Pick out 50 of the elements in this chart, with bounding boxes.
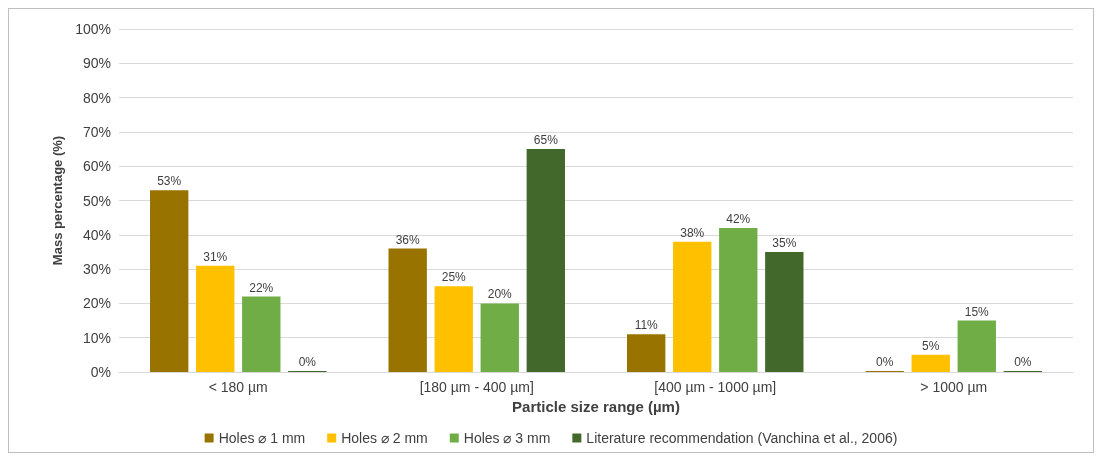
bar [673,241,712,372]
data-label: 36% [395,232,421,247]
data-label: 31% [203,249,228,264]
x-tick-label: > 1000 µm [920,379,988,395]
data-label: 42% [726,211,751,226]
y-tick-label: 30% [82,261,111,278]
data-label: 38% [680,225,705,240]
data-label: 53% [157,174,182,189]
bar [719,227,758,372]
data-label: 5% [922,338,940,353]
y-tick-label: 60% [82,158,111,175]
bar [911,354,950,372]
x-tick-label: < 180 µm [208,379,268,395]
x-tick-label: [180 µm - 400 µm] [419,379,534,395]
data-label: 25% [441,270,467,285]
data-label: 0% [876,355,894,369]
legend-label: Holes ⌀ 1 mm [218,430,306,446]
y-tick-label: 100% [75,21,111,37]
x-tick-label: [400 µm - 1000 µm] [654,379,777,395]
legend-label: Holes ⌀ 2 mm [341,430,428,446]
bar [765,251,804,372]
y-tick-label: 0% [90,364,111,380]
data-label: 22% [249,280,274,295]
data-label: 20% [487,287,513,302]
bar [242,296,281,372]
data-label: 11% [634,318,659,333]
bar [526,149,565,372]
legend-label: Literature recommendation (Vanchina et al., 2006) [586,430,898,446]
bar [388,248,427,372]
y-tick-label: 10% [82,329,111,346]
data-label: 35% [772,235,797,250]
bar [957,320,996,372]
data-label: 15% [964,304,990,319]
data-label: 0% [298,355,317,369]
data-label: 0% [1014,355,1032,369]
y-tick-label: 40% [82,226,111,243]
bar [627,334,666,372]
x-axis-title: Particle size range (µm) [512,397,680,415]
bar [434,286,473,372]
legend-label: Holes ⌀ 3 mm [463,430,551,446]
y-axis-title: Mass percentage (%) [50,135,66,266]
y-tick-label: 80% [82,89,111,106]
y-tick-label: 50% [82,192,111,209]
bar [196,265,235,372]
data-label: 65% [533,133,559,148]
y-tick-label: 20% [82,295,111,312]
bar [150,190,189,372]
y-tick-label: 90% [82,55,111,72]
y-tick-label: 70% [82,123,111,140]
bar [480,303,519,372]
